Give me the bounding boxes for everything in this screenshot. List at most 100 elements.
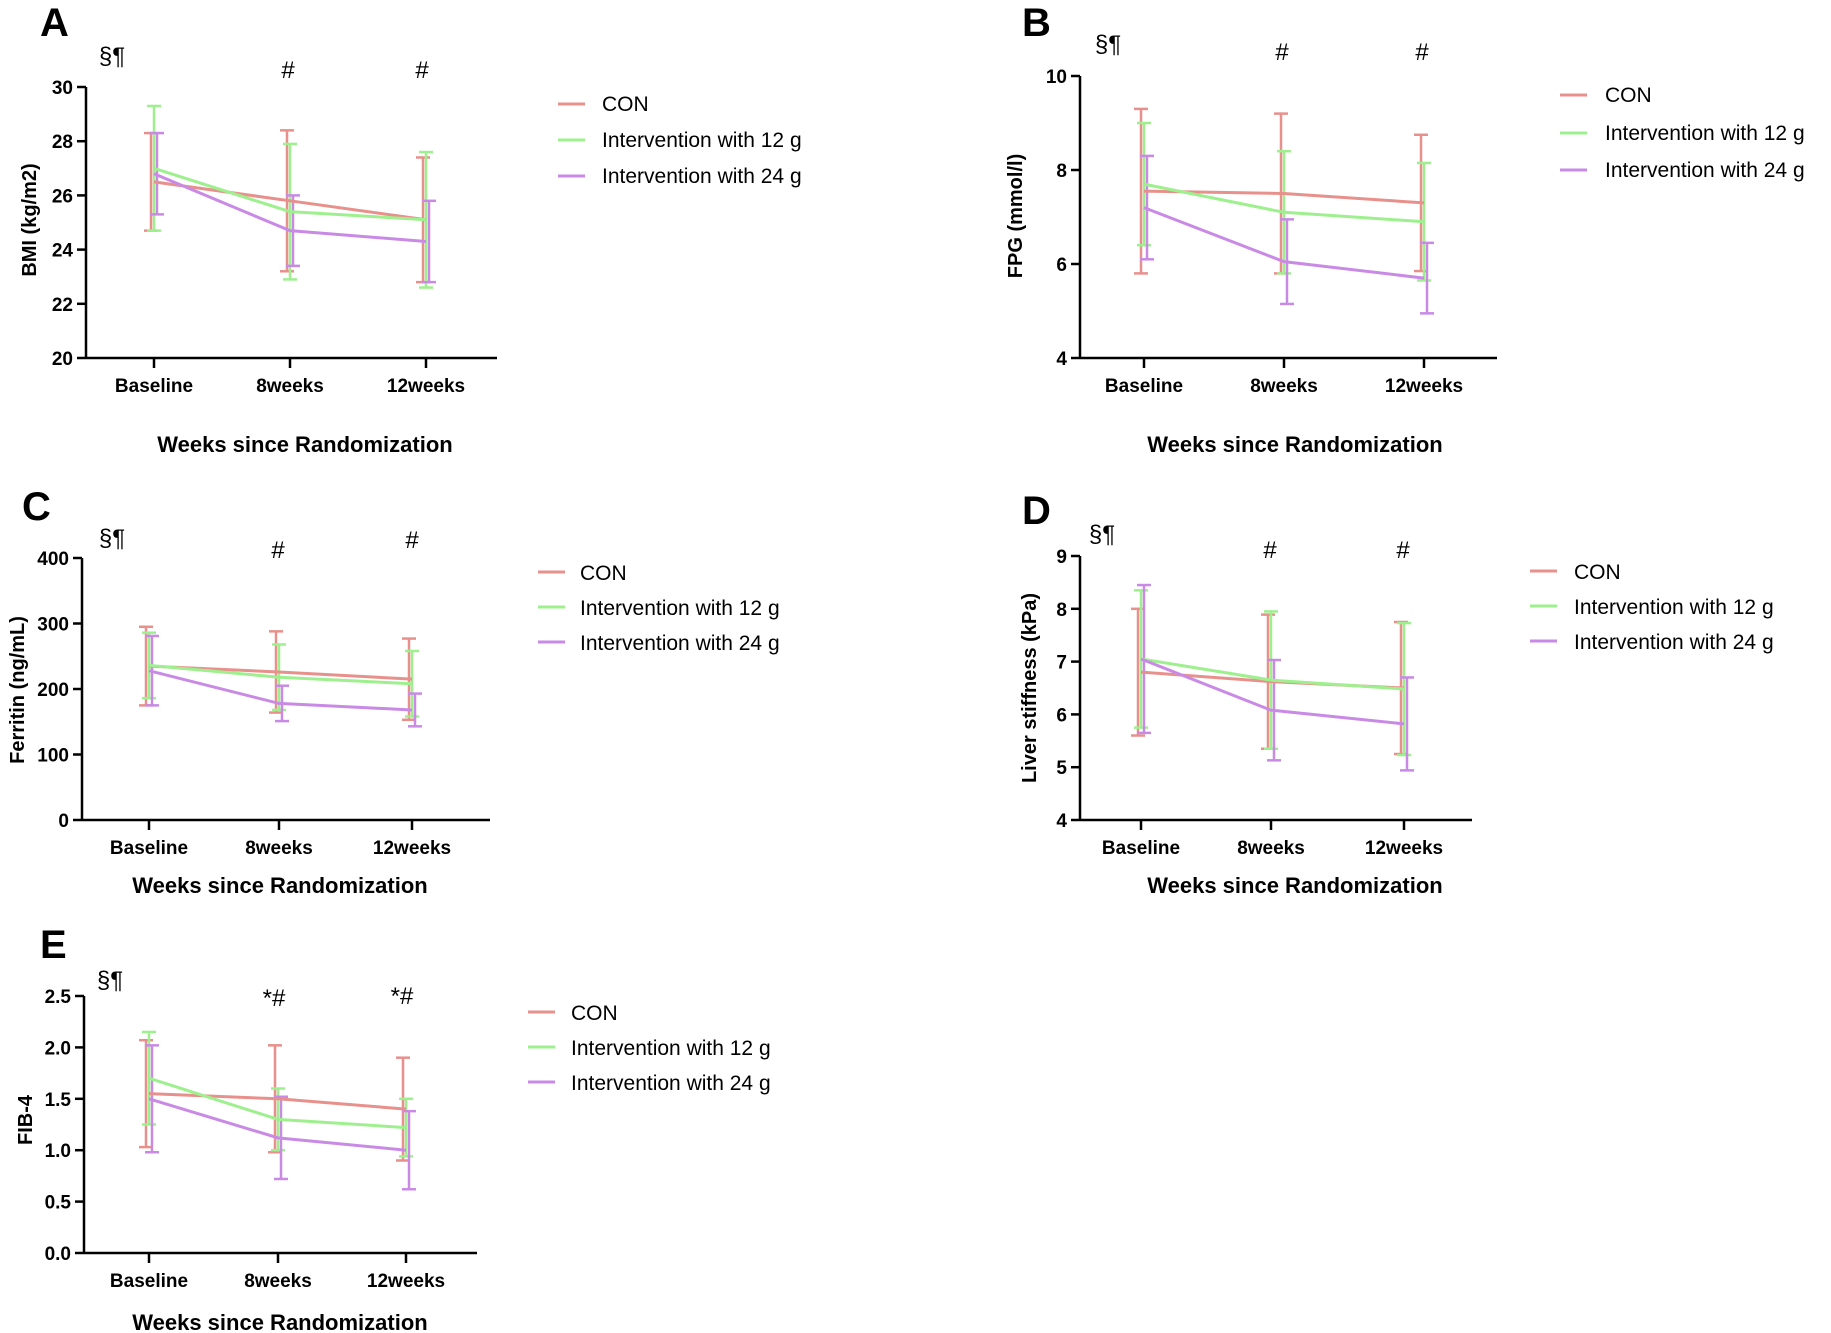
legend-c: CON Intervention with 12 g Intervention … <box>538 562 780 655</box>
legend-label-12g-a: Intervention with 12 g <box>602 129 802 152</box>
panel-b: B §¶ # # 4 6 8 10 Baseline 8weeks 12weeks FPG … <box>1005 1 1805 457</box>
y-tick-label-a: 26 <box>52 186 73 207</box>
plot-area-b: 4 6 8 10 Baseline 8weeks 12weeks <box>1046 67 1497 397</box>
series-line-con-b <box>1143 189 1425 205</box>
y-tick-label-c: 100 <box>37 746 69 767</box>
y-tick-label-b: 8 <box>1056 161 1067 182</box>
y-tick-label-c: 200 <box>37 680 69 701</box>
x-axis-label-c: Weeks since Randomization <box>132 873 427 898</box>
series-line-g24-d <box>1140 657 1405 726</box>
y-tick-label-e: 0.0 <box>45 1244 71 1265</box>
significance-marker-a-12weeks: # <box>415 57 429 84</box>
y-tick-label-c: 300 <box>37 615 69 636</box>
y-axis-label-a: BMI (kg/m2) <box>19 163 41 276</box>
y-tick-label-d: 4 <box>1056 811 1067 832</box>
legend-label-24g-b: Intervention with 24 g <box>1605 159 1805 182</box>
legend-a: CON Intervention with 12 g Intervention … <box>558 93 802 188</box>
panel-c: C §¶ # # 0 100 200 300 400 Baseline 8weeks 12we… <box>7 485 780 898</box>
series-line-con-e <box>148 1092 407 1111</box>
legend-label-12g-d: Intervention with 12 g <box>1574 596 1774 619</box>
y-tick-label-a: 30 <box>52 78 73 99</box>
significance-marker-b-baseline: §¶ <box>1095 31 1121 58</box>
x-tick-label-d: 8weeks <box>1237 838 1305 859</box>
legend-d: CON Intervention with 12 g Intervention … <box>1530 561 1774 654</box>
legend-label-24g-d: Intervention with 24 g <box>1574 631 1774 654</box>
significance-marker-c-8weeks: # <box>271 537 285 564</box>
legend-label-24g-c: Intervention with 24 g <box>580 632 780 655</box>
legend-label-con-e: CON <box>571 1002 618 1025</box>
series-line-con-a <box>153 180 427 222</box>
x-tick-label-a: 8weeks <box>256 376 324 397</box>
plot-area-e: 0.0 0.5 1.0 1.5 2.0 2.5 Baseline 8weeks 12weeks <box>45 987 477 1292</box>
plot-area-c: 0 100 200 300 400 Baseline 8weeks 12weeks <box>37 549 490 859</box>
y-tick-label-b: 4 <box>1056 349 1067 370</box>
legend-label-con-a: CON <box>602 93 649 116</box>
plot-area-d: 4 5 6 7 8 9 Baseline 8weeks 12weeks <box>1056 547 1472 859</box>
series-line-g12-d <box>1140 657 1405 691</box>
significance-marker-d-12weeks: # <box>1396 537 1410 564</box>
x-tick-label-b: 12weeks <box>1385 376 1463 397</box>
series-line-g12-b <box>1143 182 1425 224</box>
x-axis-label-b: Weeks since Randomization <box>1147 432 1442 457</box>
y-tick-label-e: 2.0 <box>45 1038 71 1059</box>
x-tick-label-b: Baseline <box>1105 376 1183 397</box>
y-tick-label-d: 5 <box>1056 758 1067 779</box>
legend-label-con-d: CON <box>1574 561 1621 584</box>
y-tick-label-a: 20 <box>52 349 73 370</box>
legend-label-con-b: CON <box>1605 84 1652 107</box>
series-line-g24-c <box>148 669 413 712</box>
y-tick-label-c: 0 <box>58 811 69 832</box>
series-line-g12-a <box>153 166 427 222</box>
significance-marker-a-8weeks: # <box>281 57 295 84</box>
significance-marker-a-baseline: §¶ <box>99 43 125 70</box>
panel-d: D §¶ # # 4 5 6 7 8 9 Baseline 8weeks 12weeks Liv… <box>1019 489 1774 898</box>
panel-letter-a: A <box>40 1 69 45</box>
y-tick-label-b: 10 <box>1046 67 1067 88</box>
y-axis-label-c: Ferritin (ng/mL) <box>7 616 29 764</box>
x-tick-label-c: 12weeks <box>373 838 451 859</box>
y-axis-label-b: FPG (mmol/l) <box>1005 154 1027 278</box>
legend-label-con-c: CON <box>580 562 627 585</box>
y-tick-label-e: 0.5 <box>45 1193 72 1214</box>
y-tick-label-e: 1.0 <box>45 1141 71 1162</box>
x-tick-label-c: Baseline <box>110 838 188 859</box>
y-tick-label-d: 9 <box>1056 547 1067 568</box>
significance-marker-c-baseline: §¶ <box>99 525 125 552</box>
y-axis-label-e: FIB-4 <box>15 1094 37 1145</box>
legend-label-12g-b: Intervention with 12 g <box>1605 122 1805 145</box>
legend-b: CON Intervention with 12 g Intervention … <box>1560 84 1805 182</box>
significance-marker-e-8weeks: *# <box>263 985 286 1012</box>
y-tick-label-a: 28 <box>52 132 73 153</box>
legend-e: CON Intervention with 12 g Intervention … <box>528 1002 771 1095</box>
x-axis-label-d: Weeks since Randomization <box>1147 873 1442 898</box>
significance-marker-b-8weeks: # <box>1275 39 1289 66</box>
y-tick-label-e: 1.5 <box>45 1090 72 1111</box>
x-tick-label-e: 12weeks <box>367 1271 445 1292</box>
y-tick-label-a: 22 <box>52 295 73 316</box>
y-tick-label-e: 2.5 <box>45 987 72 1008</box>
series-line-g24-b <box>1143 206 1425 280</box>
series-line-g24-a <box>153 172 427 243</box>
x-tick-label-e: Baseline <box>110 1271 188 1292</box>
series-line-g12-e <box>148 1076 407 1130</box>
significance-marker-d-8weeks: # <box>1263 537 1277 564</box>
y-tick-label-d: 7 <box>1056 653 1067 674</box>
significance-marker-c-12weeks: # <box>405 527 419 554</box>
series-line-g24-e <box>148 1097 407 1152</box>
legend-label-12g-c: Intervention with 12 g <box>580 597 780 620</box>
significance-marker-e-baseline: §¶ <box>97 967 123 994</box>
x-tick-label-e: 8weeks <box>244 1271 312 1292</box>
significance-marker-e-12weeks: *# <box>391 983 414 1010</box>
x-tick-label-d: 12weeks <box>1365 838 1443 859</box>
x-axis-label-e: Weeks since Randomization <box>132 1310 427 1333</box>
x-tick-label-d: Baseline <box>1102 838 1180 859</box>
series-line-g12-c <box>148 663 413 686</box>
legend-label-24g-a: Intervention with 24 g <box>602 165 802 188</box>
significance-marker-d-baseline: §¶ <box>1089 521 1115 548</box>
legend-label-24g-e: Intervention with 24 g <box>571 1072 771 1095</box>
y-tick-label-b: 6 <box>1056 255 1067 276</box>
panel-letter-c: C <box>22 485 51 529</box>
panel-e: E §¶ *# *# 0.0 0.5 1.0 1.5 2.0 2.5 Baseline 8we… <box>15 923 771 1333</box>
significance-marker-b-12weeks: # <box>1415 39 1429 66</box>
